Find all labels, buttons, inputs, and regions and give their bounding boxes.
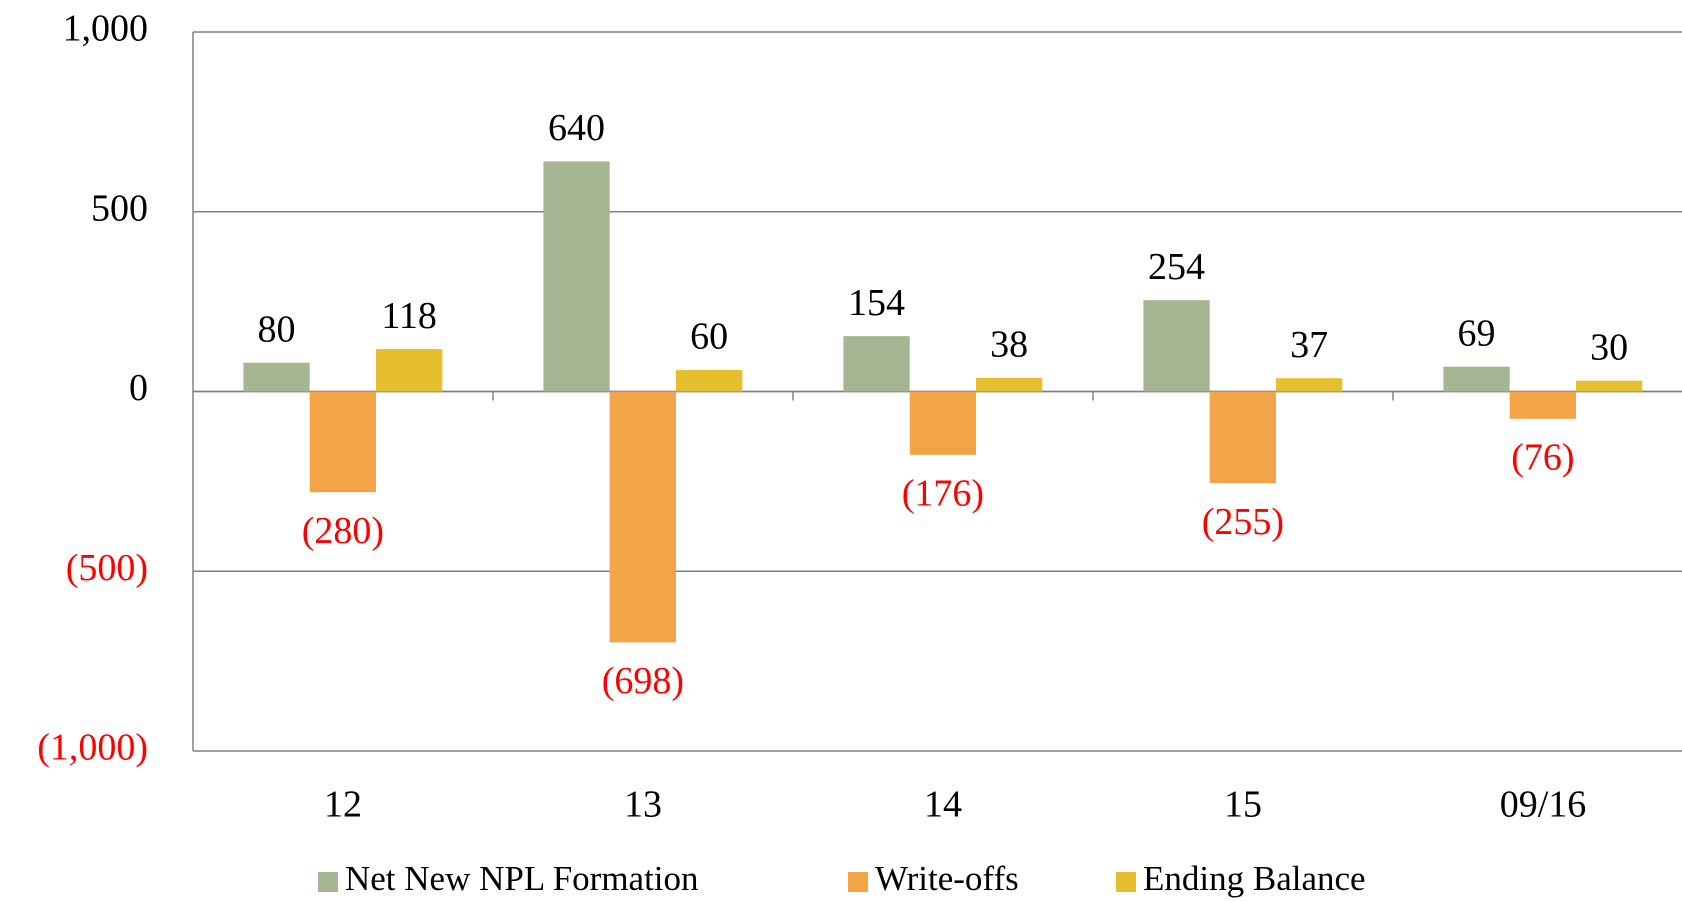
data-label: 37 (1290, 324, 1328, 366)
x-tick-label: 09/16 (1500, 784, 1587, 826)
x-tick-label: 12 (324, 784, 362, 826)
x-tick-label: 14 (924, 784, 962, 826)
legend-swatch (318, 872, 338, 892)
y-tick-label: 500 (91, 187, 148, 229)
bar (1143, 300, 1210, 392)
data-label: (76) (1511, 437, 1574, 479)
x-tick-label: 15 (1224, 784, 1262, 826)
data-label: 30 (1590, 326, 1628, 368)
bar (909, 391, 976, 455)
x-tick-label: 13 (624, 784, 662, 826)
bar (1509, 391, 1576, 419)
data-label: 60 (690, 316, 728, 358)
bar (1276, 378, 1343, 392)
data-label: (255) (1202, 501, 1284, 543)
data-label: 38 (990, 324, 1028, 366)
y-tick-label: 0 (129, 367, 148, 409)
bar (1443, 366, 1510, 392)
data-label: 154 (848, 282, 905, 324)
data-label: (280) (302, 510, 384, 552)
bar (309, 391, 376, 493)
data-label: (176) (902, 472, 984, 514)
bar (1209, 391, 1276, 484)
bar (543, 161, 610, 392)
y-tick-label: (500) (66, 547, 148, 589)
bar (1576, 380, 1643, 392)
y-tick-label: (1,000) (37, 727, 148, 769)
bar (976, 377, 1043, 392)
bar (609, 391, 676, 643)
legend-label: Ending Balance (1143, 859, 1366, 898)
data-label: 118 (381, 295, 437, 337)
data-label: 69 (1458, 312, 1496, 354)
legend-swatch (1116, 872, 1136, 892)
legend-label: Net New NPL Formation (345, 859, 699, 898)
bar (843, 336, 910, 392)
bar (376, 349, 443, 392)
legend-swatch (848, 872, 868, 892)
data-label: 640 (548, 107, 605, 149)
data-label: 80 (258, 308, 296, 350)
bar (676, 369, 743, 392)
legend-label: Write-offs (875, 859, 1019, 898)
y-tick-label: 1,000 (63, 8, 149, 50)
data-label: (698) (602, 660, 684, 702)
bar (243, 362, 310, 392)
data-label: 254 (1148, 246, 1205, 288)
